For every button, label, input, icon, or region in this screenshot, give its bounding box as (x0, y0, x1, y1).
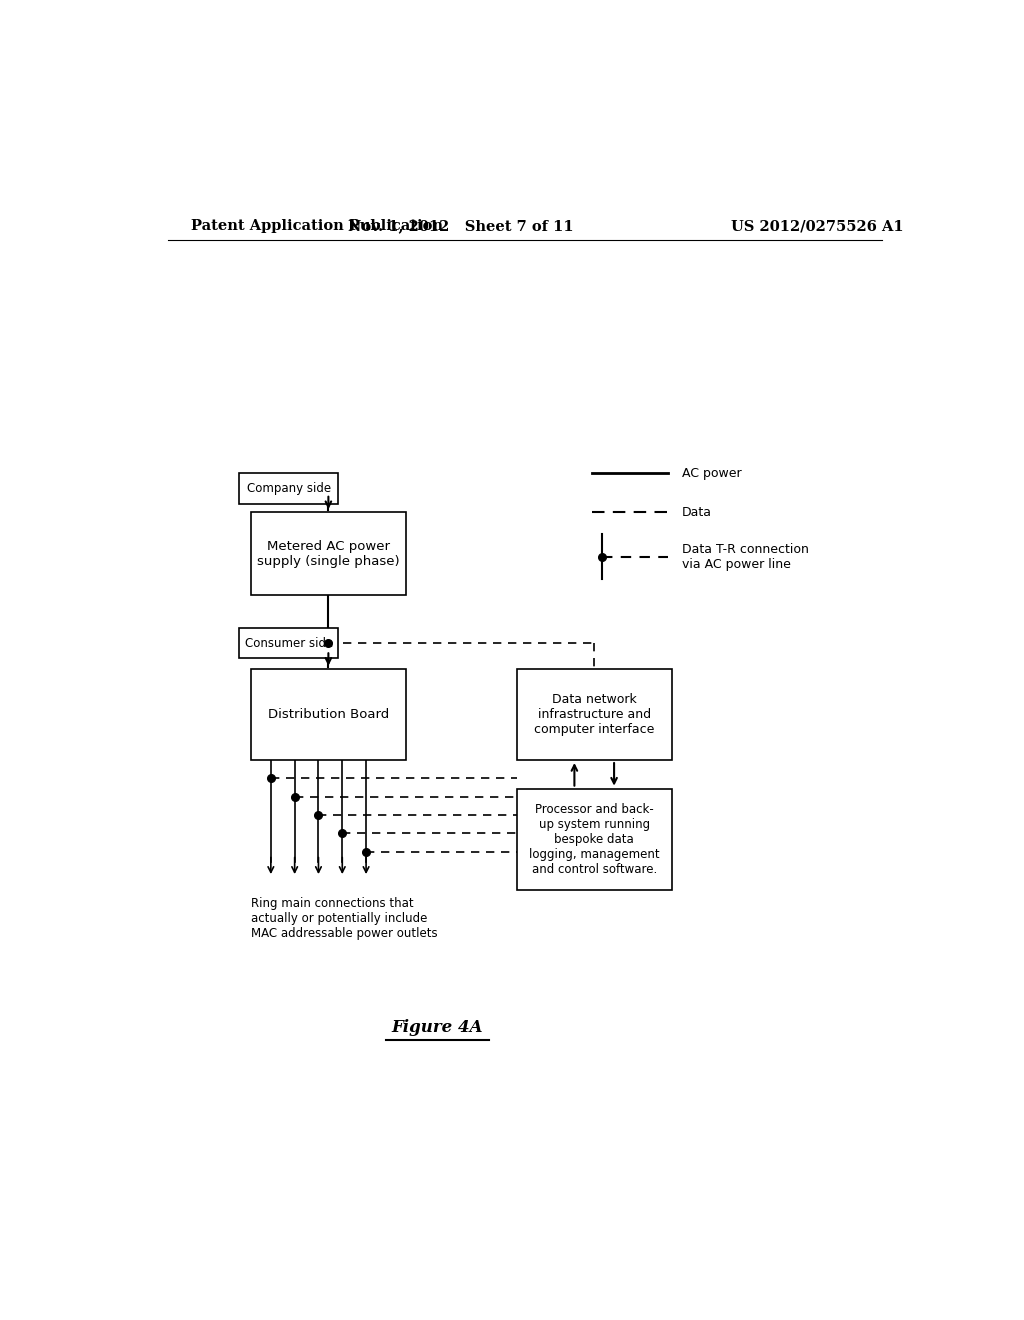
Text: Nov. 1, 2012   Sheet 7 of 11: Nov. 1, 2012 Sheet 7 of 11 (348, 219, 574, 234)
FancyBboxPatch shape (251, 512, 406, 595)
Text: Figure 4A: Figure 4A (392, 1019, 483, 1036)
Text: Company side: Company side (247, 482, 331, 495)
FancyBboxPatch shape (240, 628, 338, 659)
FancyBboxPatch shape (240, 474, 338, 504)
Text: Processor and back-
up system running
bespoke data
logging, management
and contr: Processor and back- up system running be… (529, 803, 659, 876)
Text: US 2012/0275526 A1: US 2012/0275526 A1 (731, 219, 904, 234)
Text: Data T-R connection
via AC power line: Data T-R connection via AC power line (682, 543, 809, 570)
FancyBboxPatch shape (251, 669, 406, 760)
Text: Patent Application Publication: Patent Application Publication (191, 219, 443, 234)
Text: Distribution Board: Distribution Board (267, 708, 389, 721)
Text: Ring main connections that
actually or potentially include
MAC addressable power: Ring main connections that actually or p… (251, 898, 437, 940)
Text: AC power: AC power (682, 467, 741, 480)
FancyBboxPatch shape (517, 669, 672, 760)
Text: Consumer side: Consumer side (245, 636, 333, 649)
Text: Data network
infrastructure and
computer interface: Data network infrastructure and computer… (535, 693, 654, 735)
Text: Metered AC power
supply (single phase): Metered AC power supply (single phase) (257, 540, 399, 568)
Text: Data: Data (682, 506, 712, 519)
FancyBboxPatch shape (517, 788, 672, 890)
